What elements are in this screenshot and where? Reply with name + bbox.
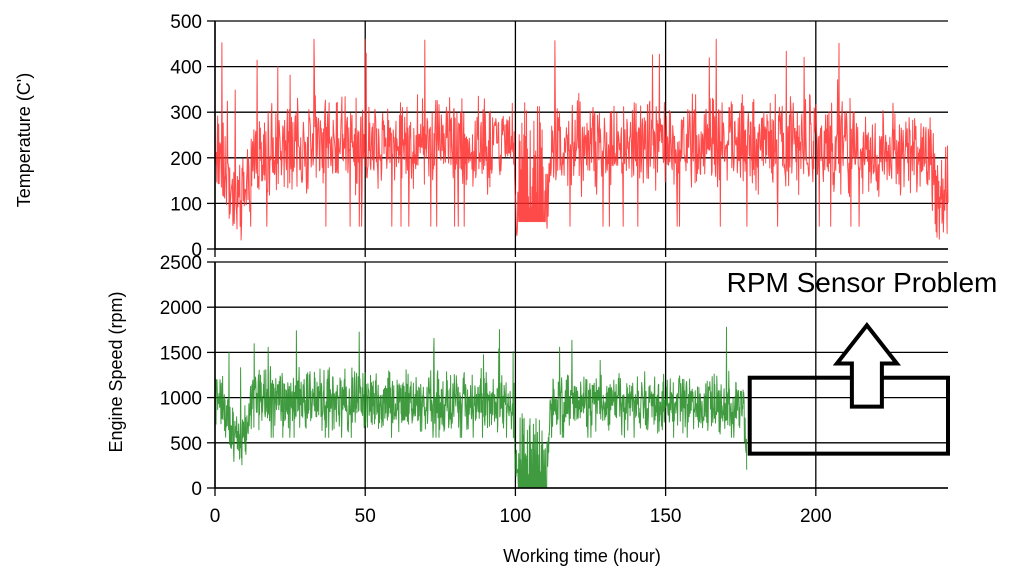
- engine-speed-tick-labels: 0 500 1000 1500 2000 2500 0 50 100 150 200: [160, 253, 832, 527]
- temp-y-tick-label-1: 100: [170, 194, 202, 215]
- x-tick-label-3: 150: [650, 506, 682, 527]
- temperature-axes: [207, 20, 948, 257]
- temp-y-tick-label-0: 0: [191, 240, 202, 261]
- temperature-plot: 0 100 200 300 400 500 Temperature (C'): [14, 12, 949, 261]
- x-tick-label-0: 0: [210, 506, 221, 527]
- x-axis-title: Working time (hour): [503, 546, 661, 566]
- engine-speed-axes: [207, 261, 948, 496]
- temp-y-tick-label-3: 300: [170, 103, 202, 124]
- temp-series-line-0: [214, 38, 949, 241]
- rpm-sensor-annotation: RPM Sensor Problem: [727, 267, 998, 456]
- temperature-tick-labels: 0 100 200 300 400 500: [170, 12, 202, 261]
- x-tick-label-1: 50: [355, 506, 376, 527]
- temp-y-tick-label-4: 400: [170, 58, 202, 79]
- rpm-y-tick-label-3: 1500: [160, 343, 202, 364]
- annotation-label: RPM Sensor Problem: [727, 267, 998, 298]
- temp-y-tick-label-2: 200: [170, 149, 202, 170]
- up-arrow-icon: [832, 322, 902, 409]
- engine-speed-y-axis-title: Engine Speed (rpm): [106, 291, 126, 452]
- rpm-y-tick-label-2: 1000: [160, 389, 202, 410]
- x-tick-label-2: 100: [500, 506, 532, 527]
- annotation-box: [747, 375, 950, 456]
- temperature-series: [214, 38, 949, 241]
- rpm-y-tick-label-5: 2500: [160, 253, 202, 274]
- x-tick-label-4: 200: [800, 506, 832, 527]
- temp-y-tick-label-5: 500: [170, 12, 202, 33]
- rpm-series-line-0: [214, 326, 748, 489]
- engine-speed-series: [214, 326, 748, 489]
- engine-speed-plot: 0 500 1000 1500 2000 2500 0 50 100 150 200 Engine …: [106, 253, 997, 566]
- rpm-y-tick-label-1: 500: [170, 434, 202, 455]
- rpm-y-tick-label-0: 0: [191, 479, 202, 500]
- temperature-y-axis-title: Temperature (C'): [14, 73, 34, 207]
- rpm-y-tick-label-4: 2000: [160, 298, 202, 319]
